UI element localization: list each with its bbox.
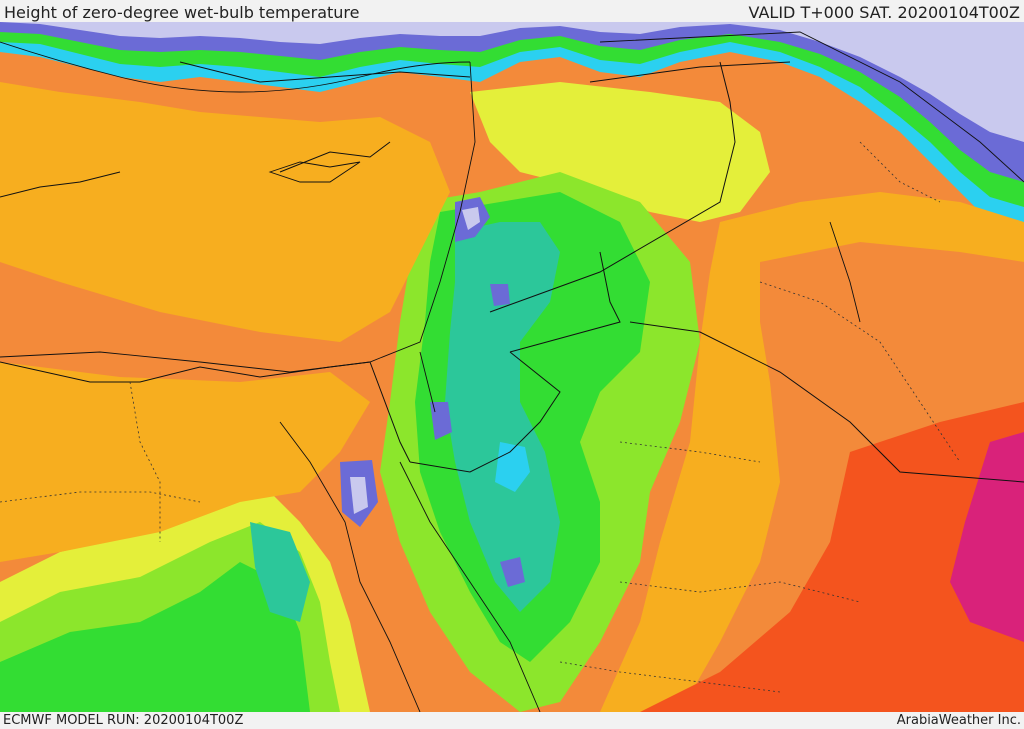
- contour-jordan-cyan: [495, 442, 530, 492]
- contour-arabia-highest: [950, 432, 1024, 642]
- contour-syria-yellow: [470, 82, 770, 222]
- contour-northern-green: [0, 22, 1024, 207]
- contour-arabia-veryhigh: [640, 402, 1024, 712]
- contour-lebanon-lavender: [462, 207, 480, 230]
- contour-sinai-lavender: [350, 477, 368, 514]
- map-title: Height of zero-degree wet-bulb temperatu…: [4, 3, 360, 22]
- contour-levant-teal: [445, 222, 560, 612]
- contour-northern-lavender: [0, 22, 1024, 142]
- map-canvas: [0, 22, 1024, 712]
- contour-mediterranean-high: [0, 82, 450, 342]
- credit-label: ArabiaWeather Inc.: [896, 713, 1021, 728]
- footer-bar: ECMWF MODEL RUN: 20200104T00Z ArabiaWeat…: [0, 712, 1024, 729]
- coastlines: [0, 31, 1024, 712]
- weather-map[interactable]: [0, 22, 1024, 712]
- contour-northern-band: [0, 22, 1024, 232]
- admin-boundaries: [0, 141, 961, 693]
- contour-hermon-blue: [490, 284, 510, 306]
- header-bar: Height of zero-degree wet-bulb temperatu…: [0, 0, 1024, 22]
- model-run-label: ECMWF MODEL RUN: 20200104T00Z: [3, 713, 244, 728]
- contour-nile-green: [0, 562, 310, 712]
- contour-egypt-high: [0, 362, 370, 562]
- contour-hejaz-blue: [500, 557, 525, 587]
- contour-westbank-blue: [430, 402, 452, 440]
- contour-nile-teal: [250, 522, 310, 622]
- valid-time-label: VALID T+000 SAT. 20200104T00Z: [748, 3, 1020, 22]
